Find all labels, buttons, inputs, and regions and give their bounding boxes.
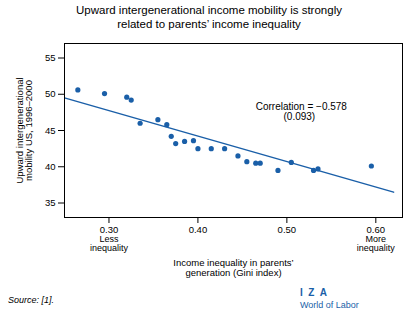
svg-text:Upward intergenerationalmobili: Upward intergenerationalmobility US, 199…	[14, 77, 35, 183]
html-text:I Z A: I Z A	[300, 287, 327, 298]
svg-text:0.60: 0.60	[366, 224, 386, 236]
svg-text:Correlation = −0.578: Correlation = −0.578 (0.093)	[256, 101, 348, 122]
svg-text:40: 40	[45, 161, 56, 172]
svg-text:55: 55	[45, 52, 56, 63]
svg-text:0.30: 0.30	[99, 224, 119, 236]
svg-text:35: 35	[45, 197, 56, 208]
svg-text:50: 50	[45, 88, 56, 99]
html-text:Upward intergenerational incom: Upward intergenerational income mobility…	[76, 4, 342, 30]
html-text:Source: [1].: Source: [1].	[8, 295, 54, 305]
svg-text:0.40: 0.40	[189, 224, 208, 235]
svg-text:Income inequality in parents’g: Income inequality in parents’generation …	[173, 257, 293, 278]
html-text:World of Labor: World of Labor	[300, 300, 359, 310]
svg-text:45: 45	[45, 125, 56, 136]
svg-text:0.50: 0.50	[278, 224, 297, 235]
svg-text:Moreinequality: Moreinequality	[357, 234, 396, 253]
svg-text:Lessinequality: Lessinequality	[90, 234, 129, 253]
